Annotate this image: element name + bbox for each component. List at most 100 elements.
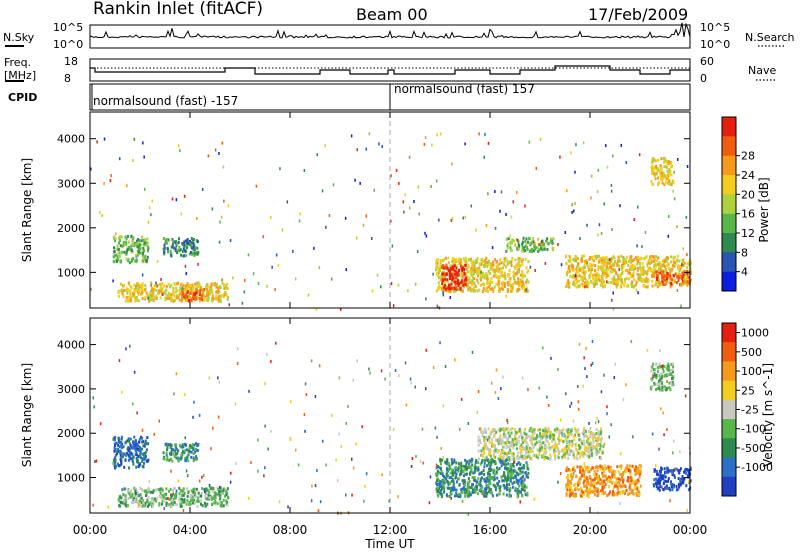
range-cell	[215, 282, 218, 286]
range-cell	[508, 458, 511, 462]
range-cell	[483, 461, 486, 465]
range-cell	[681, 263, 683, 267]
range-cell	[484, 272, 487, 276]
range-cell	[128, 439, 130, 443]
range-cell	[177, 458, 180, 462]
range-cell	[486, 446, 488, 450]
range-cell	[463, 487, 466, 491]
range-cell	[505, 213, 507, 216]
range-cell	[584, 434, 587, 437]
range-cell	[136, 495, 139, 499]
range-cell	[635, 465, 637, 469]
range-cell	[177, 240, 180, 244]
range-cell	[141, 488, 143, 492]
range-cell	[566, 448, 568, 452]
range-cell	[175, 492, 178, 496]
range-cell	[112, 437, 115, 441]
range-cell	[520, 260, 523, 264]
range-cell	[615, 280, 618, 284]
range-cell	[193, 487, 196, 491]
range-cell	[593, 280, 596, 284]
range-cell	[144, 439, 147, 443]
range-cell	[625, 161, 627, 165]
range-cell	[619, 278, 622, 282]
range-cell	[552, 451, 555, 455]
range-cell	[518, 244, 521, 248]
range-cell	[541, 432, 544, 436]
range-cell	[602, 285, 605, 289]
range-cell	[521, 263, 524, 267]
range-cell	[678, 485, 681, 489]
range-cell	[438, 276, 441, 280]
range-cell	[500, 267, 503, 271]
range-cell	[451, 468, 454, 472]
range-cell	[200, 494, 203, 498]
range-cell	[640, 256, 643, 260]
range-cell	[487, 476, 490, 480]
range-cell	[511, 289, 514, 293]
range-cell	[521, 438, 524, 442]
range-cell	[652, 274, 655, 278]
range-cell	[456, 279, 459, 282]
range-cell	[225, 293, 228, 296]
range-cell	[211, 289, 214, 293]
range-cell	[490, 262, 493, 266]
range-cell	[601, 471, 604, 475]
range-cell	[195, 455, 197, 459]
colorbar-swatch	[722, 213, 736, 234]
range-cell	[565, 428, 568, 432]
range-cell	[443, 281, 446, 285]
range-cell	[488, 451, 491, 455]
range-cell	[466, 270, 469, 274]
range-cell	[483, 283, 486, 286]
range-cell	[659, 164, 662, 168]
range-cell	[660, 167, 662, 171]
range-cell	[547, 242, 550, 245]
range-cell	[365, 147, 367, 151]
range-cell	[185, 244, 188, 247]
range-cell	[101, 214, 103, 218]
range-cell	[496, 468, 499, 472]
range-cell	[658, 488, 661, 492]
range-cell	[586, 480, 589, 484]
range-cell	[592, 482, 595, 486]
range-cell	[138, 503, 141, 507]
range-cell	[534, 269, 536, 272]
range-cell	[489, 466, 492, 469]
range-cell	[436, 133, 438, 137]
range-cell	[139, 493, 142, 496]
range-cell	[496, 481, 499, 485]
range-cell	[316, 153, 318, 157]
range-cell	[185, 298, 188, 302]
range-cell	[465, 284, 468, 288]
range-cell	[628, 492, 631, 495]
range-cell	[168, 458, 171, 462]
range-cell	[194, 491, 197, 495]
range-cell	[531, 250, 533, 254]
data-region	[650, 156, 675, 187]
range-cell	[164, 292, 167, 296]
range-cell	[504, 441, 507, 445]
range-cell	[589, 256, 592, 259]
range-cell	[558, 431, 561, 434]
range-cell	[443, 475, 446, 479]
range-cell	[641, 245, 643, 249]
range-cell	[174, 495, 177, 499]
range-cell	[445, 272, 448, 276]
range-cell	[169, 493, 172, 497]
range-cell	[593, 481, 596, 485]
range-cell	[499, 258, 502, 262]
range-cell	[483, 444, 486, 448]
range-cell	[173, 455, 176, 458]
range-cell	[636, 260, 639, 264]
range-cell	[616, 274, 619, 277]
range-cell	[645, 279, 648, 283]
range-cell	[135, 457, 138, 460]
range-cell	[117, 294, 120, 298]
range-cell	[462, 274, 464, 278]
range-cell	[143, 457, 146, 461]
range-cell	[568, 480, 571, 484]
range-cell	[224, 494, 227, 498]
range-cell	[555, 429, 558, 433]
range-cell	[571, 267, 574, 271]
